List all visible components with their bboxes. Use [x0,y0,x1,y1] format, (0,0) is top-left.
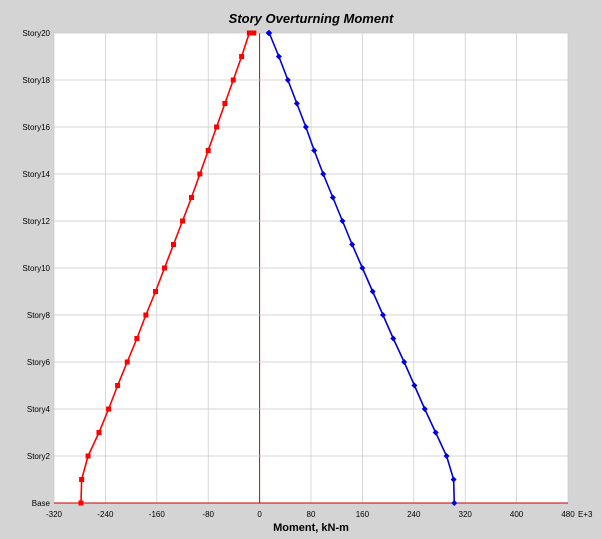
data-point [78,500,84,506]
data-point [197,171,203,177]
x-tick-label: 160 [356,510,370,519]
y-tick-label: Story2 [27,452,51,461]
data-point [205,148,211,153]
data-point [329,194,336,201]
data-point [143,312,149,318]
data-point [432,429,439,436]
chart-title: Story Overturning Moment [229,11,394,26]
data-point [79,477,85,482]
data-point [421,406,428,412]
y-tick-label: Story4 [27,405,51,414]
data-point [379,312,386,318]
x-tick-label: 480 [561,510,575,519]
data-point [320,171,327,177]
data-point [239,54,245,59]
y-tick-label: Story8 [27,311,51,320]
y-tick-label: Story6 [27,358,51,367]
data-point [153,289,159,294]
data-point [349,241,356,248]
y-tick-label: Story20 [22,29,50,38]
data-point [222,101,228,106]
data-point [180,218,185,224]
series-red [78,30,257,506]
series-layer [78,30,458,506]
data-point [369,288,376,295]
y-tick-label: Story14 [22,170,50,179]
data-point [115,383,121,388]
x-tick-label: 0 [257,510,262,519]
series-blue [265,30,458,506]
data-point [275,53,282,60]
grid-layer [53,32,569,504]
data-point [293,100,300,107]
data-point [302,124,309,130]
data-point [390,335,397,342]
y-tick-label: Story18 [22,76,50,85]
y-tick-label: Base [32,499,51,508]
series-line [80,32,254,504]
data-point [188,195,194,200]
y-tick-label: Story10 [22,264,50,273]
data-point [134,336,140,341]
x-tick-label: 80 [307,510,316,519]
data-point [230,77,236,83]
data-point [451,500,458,506]
series-line [268,32,456,504]
data-point [96,430,102,435]
x-tick-label: -320 [46,510,63,519]
x-axis-unit-suffix: E+3 [578,510,593,519]
x-axis-title: Moment, kN-m [273,522,349,534]
data-point [214,124,220,130]
data-point [401,359,408,365]
y-tick-label: Story16 [22,123,50,132]
data-point [339,218,346,224]
data-point [162,265,168,271]
y-tick-label: Story12 [22,217,50,226]
data-point [450,476,457,483]
data-point [171,242,177,247]
data-point [311,147,318,154]
data-point [251,30,257,36]
data-point [106,406,112,412]
data-point [359,265,366,271]
x-tick-label: 240 [407,510,421,519]
data-point [443,453,450,459]
data-point [265,30,272,36]
axis-layer: -320 -240 -160 -80 0 80 160 240 320 400 480 Base Sto… [22,29,575,519]
x-tick-label: 400 [510,510,524,519]
x-tick-label: -160 [149,510,166,519]
data-point [411,382,418,389]
data-point [284,77,291,83]
data-point [124,359,130,365]
x-tick-label: -80 [202,510,214,519]
data-point [246,30,252,36]
x-tick-label: -240 [97,510,114,519]
x-tick-label: 320 [459,510,473,519]
data-point [85,453,91,459]
